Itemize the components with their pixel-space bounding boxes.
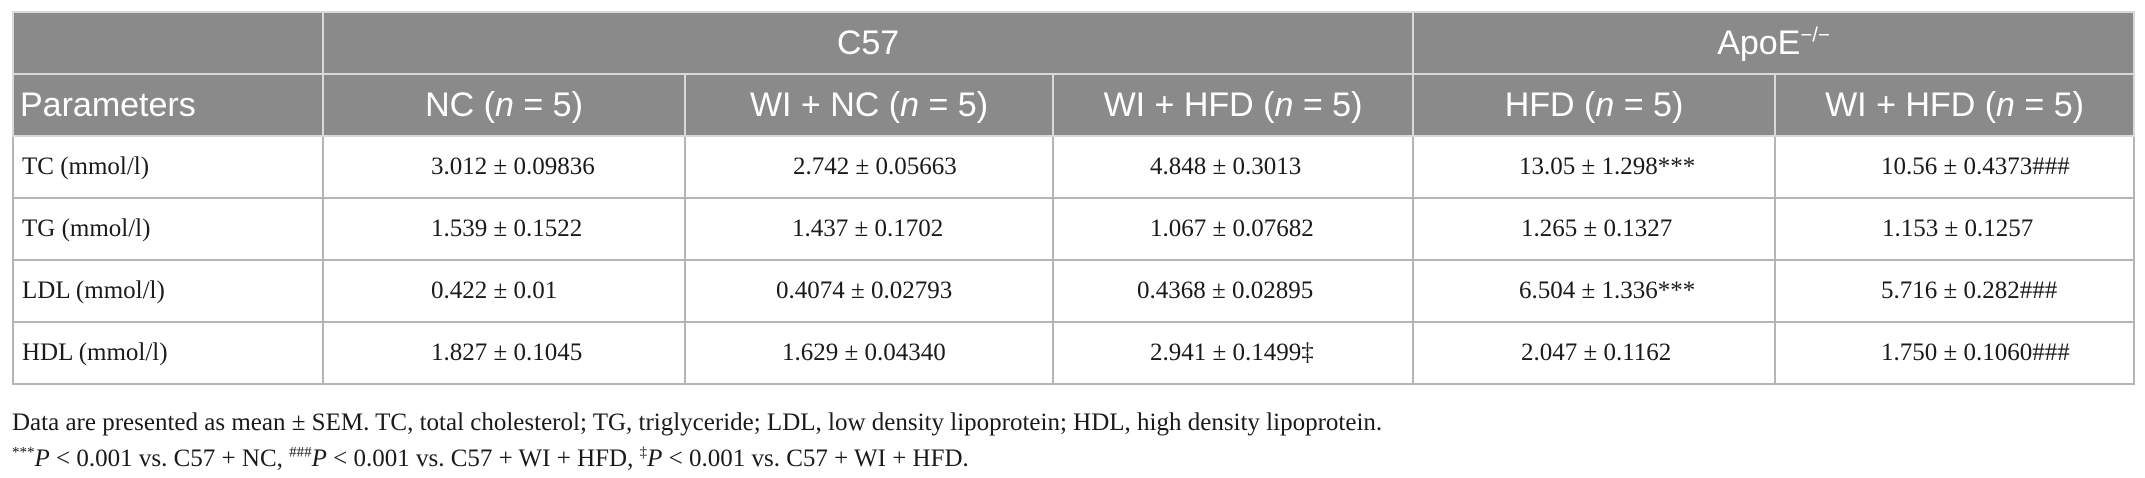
header-text: HFD ( bbox=[1504, 85, 1596, 124]
row-label: LDL (mmol/l) bbox=[12, 259, 324, 323]
column-header-row: Parameters NC (n = 5) WI + NC (n = 5) WI… bbox=[12, 73, 2136, 137]
table-cell: 1.067 ± 0.07682 bbox=[1051, 197, 1415, 261]
header-text: NC ( bbox=[425, 85, 495, 124]
table-footnotes: Data are presented as mean ± SEM. TC, to… bbox=[12, 405, 2133, 477]
table-cell: 2.047 ± 0.1162 bbox=[1412, 321, 1777, 385]
group-header-row: C57 ApoE−/− bbox=[12, 11, 2136, 75]
footnote-definitions: Data are presented as mean ± SEM. TC, to… bbox=[12, 409, 1383, 436]
header-n: n bbox=[900, 85, 920, 124]
header-text: WI + HFD ( bbox=[1825, 85, 1997, 124]
table-cell: 1.437 ± 0.1702 bbox=[684, 197, 1054, 261]
header-text: WI + HFD ( bbox=[1103, 85, 1275, 124]
table-row-tc: TC (mmol/l) 3.012 ± 0.09836 2.742 ± 0.05… bbox=[12, 135, 2136, 199]
table-cell: 5.716 ± 0.282### bbox=[1774, 259, 2136, 323]
table-cell: 1.827 ± 0.1045 bbox=[322, 321, 686, 385]
table-cell: 4.848 ± 0.3013 bbox=[1051, 135, 1415, 199]
footnote-text: < 0.001 vs. C57 + WI + HFD, bbox=[326, 445, 640, 472]
column-header-apoe-hfd: HFD (n = 5) bbox=[1412, 73, 1777, 137]
column-header-parameters: Parameters bbox=[12, 73, 324, 137]
table-cell: 1.153 ± 0.1257 bbox=[1774, 197, 2136, 261]
footnote-marker: *** bbox=[12, 444, 35, 461]
table-row-ldl: LDL (mmol/l) 0.422 ± 0.01 0.4074 ± 0.027… bbox=[12, 259, 2136, 323]
header-text: = 5) bbox=[513, 85, 583, 124]
header-text: = 5) bbox=[1614, 85, 1684, 124]
footnote-significance: ***P < 0.001 vs. C57 + NC, ###P < 0.001 … bbox=[12, 441, 2133, 477]
table-row-tg: TG (mmol/l) 1.539 ± 0.1522 1.437 ± 0.170… bbox=[12, 197, 2136, 261]
table-row-hdl: HDL (mmol/l) 1.827 ± 0.1045 1.629 ± 0.04… bbox=[12, 321, 2136, 385]
column-header-c57-wi-nc: WI + NC (n = 5) bbox=[684, 73, 1054, 137]
header-text: = 5) bbox=[919, 85, 989, 124]
table-cell: 3.012 ± 0.09836 bbox=[322, 135, 686, 199]
footnote-p: P bbox=[34, 445, 50, 472]
header-text: = 5) bbox=[1293, 85, 1363, 124]
header-text: WI + NC ( bbox=[749, 85, 901, 124]
table-cell: 0.4368 ± 0.02895 bbox=[1051, 259, 1415, 323]
table-cell: 2.941 ± 0.1499‡ bbox=[1051, 321, 1415, 385]
table-cell: 2.742 ± 0.05663 bbox=[684, 135, 1054, 199]
header-text: = 5) bbox=[2014, 85, 2084, 124]
footnote-text: < 0.001 vs. C57 + NC, bbox=[49, 445, 290, 472]
footnote-marker: ### bbox=[289, 444, 312, 461]
apoe-label: ApoE bbox=[1717, 23, 1801, 62]
header-n: n bbox=[1996, 85, 2015, 124]
column-header-apoe-wi-hfd: WI + HFD (n = 5) bbox=[1774, 73, 2136, 137]
data-table-container: C57 ApoE−/− Parameters NC (n = 5) WI + N… bbox=[12, 11, 2136, 385]
column-header-c57-nc: NC (n = 5) bbox=[322, 73, 686, 137]
table-cell: 6.504 ± 1.336*** bbox=[1412, 259, 1777, 323]
apoe-superscript: −/− bbox=[1800, 24, 1830, 47]
table-cell: 0.4074 ± 0.02793 bbox=[684, 259, 1054, 323]
table-cell: 1.539 ± 0.1522 bbox=[322, 197, 686, 261]
footnote-marker: ‡ bbox=[639, 444, 648, 461]
header-n: n bbox=[494, 85, 514, 124]
table-cell: 10.56 ± 0.4373### bbox=[1774, 135, 2136, 199]
table-cell: 0.422 ± 0.01 bbox=[322, 259, 686, 323]
column-header-c57-wi-hfd: WI + HFD (n = 5) bbox=[1051, 73, 1415, 137]
row-label: TC (mmol/l) bbox=[12, 135, 324, 199]
footnote-p: P bbox=[311, 445, 327, 472]
header-n: n bbox=[1595, 85, 1615, 124]
table-cell: 1.265 ± 0.1327 bbox=[1412, 197, 1777, 261]
table-cell: 13.05 ± 1.298*** bbox=[1412, 135, 1777, 199]
table-cell: 1.629 ± 0.04340 bbox=[684, 321, 1054, 385]
header-n: n bbox=[1274, 85, 1294, 124]
group-header-apoe: ApoE−/− bbox=[1412, 11, 2136, 75]
footnote-text: < 0.001 vs. C57 + WI + HFD. bbox=[662, 445, 969, 472]
row-label: HDL (mmol/l) bbox=[12, 321, 324, 385]
empty-corner-cell bbox=[12, 11, 324, 75]
group-header-c57: C57 bbox=[321, 11, 1415, 75]
lipid-parameters-table: C57 ApoE−/− Parameters NC (n = 5) WI + N… bbox=[12, 11, 2136, 385]
row-label: TG (mmol/l) bbox=[12, 197, 324, 261]
table-cell: 1.750 ± 0.1060### bbox=[1774, 321, 2136, 385]
footnote-p: P bbox=[647, 445, 663, 472]
